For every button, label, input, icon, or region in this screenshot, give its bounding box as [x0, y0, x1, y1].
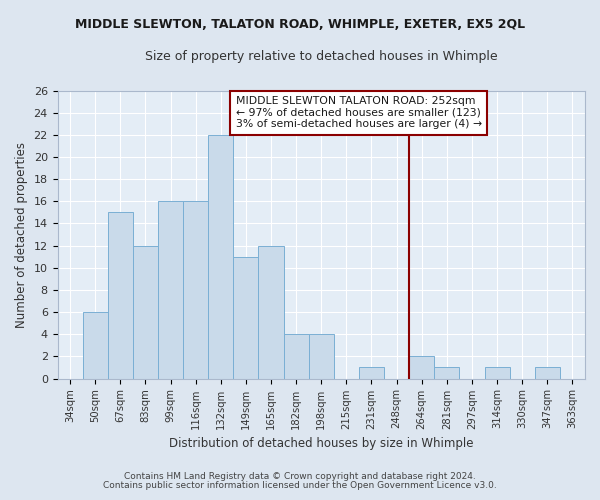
X-axis label: Distribution of detached houses by size in Whimple: Distribution of detached houses by size … [169, 437, 473, 450]
Bar [434, 368, 460, 378]
Bar [485, 368, 509, 378]
Text: Contains HM Land Registry data © Crown copyright and database right 2024.: Contains HM Land Registry data © Crown c… [124, 472, 476, 481]
Bar [409, 356, 434, 378]
Bar [359, 368, 384, 378]
Bar [535, 368, 560, 378]
Bar [259, 246, 284, 378]
Bar [309, 334, 334, 378]
Bar [108, 212, 133, 378]
Title: Size of property relative to detached houses in Whimple: Size of property relative to detached ho… [145, 50, 497, 63]
Bar [208, 135, 233, 378]
Bar [158, 202, 183, 378]
Bar [83, 312, 108, 378]
Bar [233, 256, 259, 378]
Bar [183, 202, 208, 378]
Y-axis label: Number of detached properties: Number of detached properties [15, 142, 28, 328]
Text: Contains public sector information licensed under the Open Government Licence v3: Contains public sector information licen… [103, 481, 497, 490]
Text: MIDDLE SLEWTON, TALATON ROAD, WHIMPLE, EXETER, EX5 2QL: MIDDLE SLEWTON, TALATON ROAD, WHIMPLE, E… [75, 18, 525, 30]
Bar [284, 334, 309, 378]
Bar [133, 246, 158, 378]
Text: MIDDLE SLEWTON TALATON ROAD: 252sqm
← 97% of detached houses are smaller (123)
3: MIDDLE SLEWTON TALATON ROAD: 252sqm ← 97… [236, 96, 482, 130]
